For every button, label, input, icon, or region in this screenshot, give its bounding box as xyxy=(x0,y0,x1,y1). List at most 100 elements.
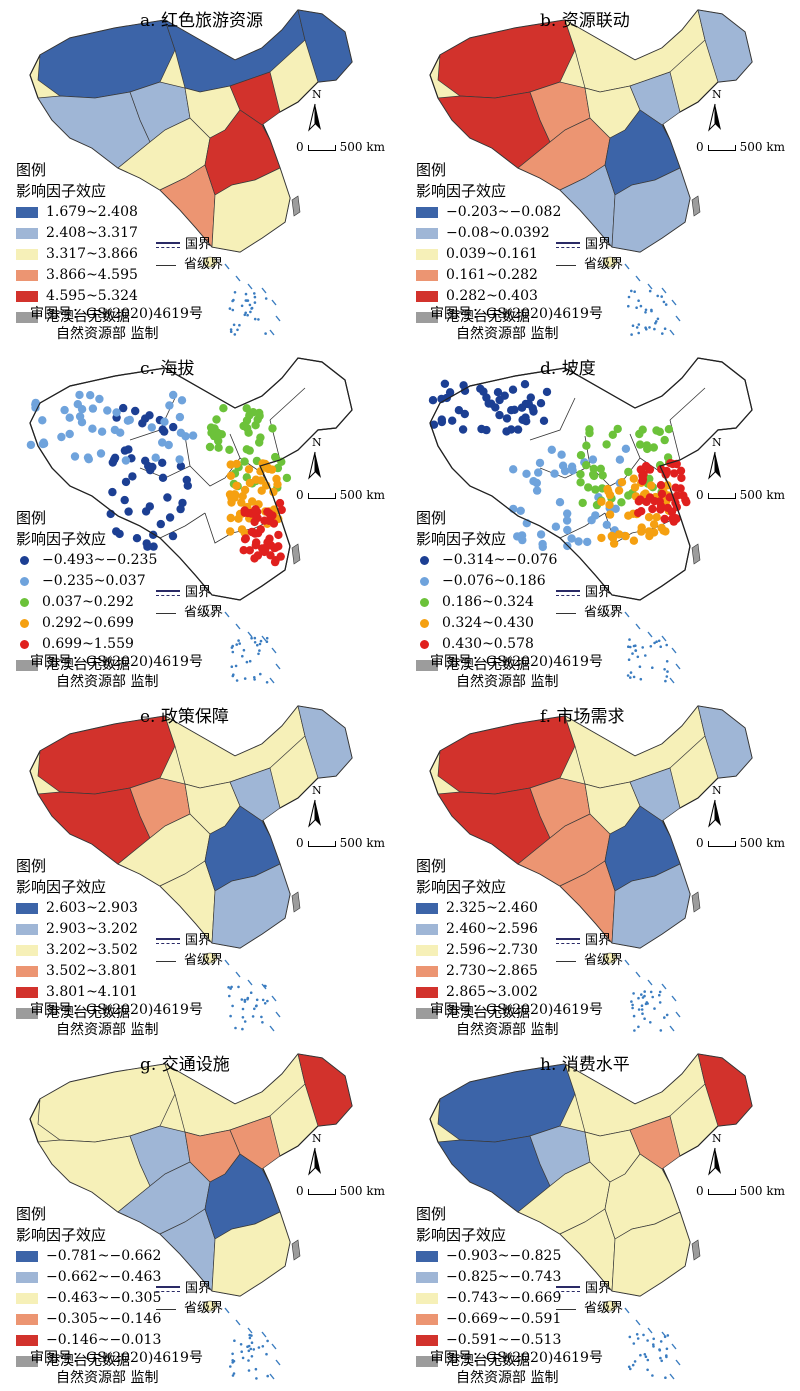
sample-point xyxy=(175,455,184,464)
hainan-island xyxy=(202,952,218,964)
map-legend: 图例 影响因子效应 2.325~2.460 2.460~2.596 2.596~2.73… xyxy=(416,856,538,1024)
sample-point xyxy=(518,535,527,545)
sample-point xyxy=(508,385,518,394)
approval-number: 审图号：GS(2020)4619号 xyxy=(30,1350,203,1366)
scale-bar-line xyxy=(307,1189,336,1195)
china-map xyxy=(429,705,753,1032)
approval-number: 审图号：GS(2020)4619号 xyxy=(30,1002,203,1018)
scale-bar: 0 500 km xyxy=(696,488,785,502)
legend-nodata: 港澳台无数据 xyxy=(416,307,561,328)
supervisor: 自然资源部 监制 xyxy=(456,326,559,342)
legend-item-label: −0.825~−0.743 xyxy=(446,1269,562,1285)
hainan-island xyxy=(602,952,618,964)
sample-point xyxy=(277,505,286,515)
sample-point xyxy=(563,509,572,518)
china-map xyxy=(26,357,353,684)
scale-bar-line xyxy=(307,493,336,499)
sample-point xyxy=(132,534,142,543)
sample-point xyxy=(630,483,640,492)
sample-point xyxy=(656,481,666,490)
sample-point xyxy=(500,391,509,400)
sample-point xyxy=(169,422,178,432)
sample-point xyxy=(219,404,228,413)
sample-point xyxy=(124,507,133,516)
south-china-sea-inset xyxy=(224,611,281,684)
provincial-border-swatch xyxy=(156,960,176,962)
scale-zero: 0 xyxy=(296,488,304,502)
north-arrow-icon xyxy=(708,799,721,828)
panel-title: e. 政策保障 xyxy=(140,707,229,727)
sample-point xyxy=(682,497,691,507)
legend-item: 0.282~0.403 xyxy=(416,286,561,307)
legend-swatch xyxy=(416,228,438,239)
supervisor-line: 自然资源部 监制 xyxy=(30,672,203,692)
map-panel: b. 资源联动 N 0 500 km 图例 影响因子效应 −0.203~−0.082 −0.0… xyxy=(400,0,800,347)
sample-point xyxy=(665,493,674,502)
sample-point xyxy=(158,473,168,482)
sample-point xyxy=(131,406,140,416)
map-panel: g. 交通设施 N 0 500 km 图例 影响因子效应 −0.781~−0.662 −0.6… xyxy=(0,1044,400,1391)
legend-swatch xyxy=(420,640,429,649)
boundary-national: 国界 xyxy=(556,583,623,603)
boundary-legend: 国界 省级界 xyxy=(556,583,623,623)
legend-swatch xyxy=(416,1314,438,1325)
sample-point xyxy=(509,465,518,474)
legend-nodata: 港澳台无数据 xyxy=(416,1003,538,1024)
sample-point xyxy=(108,487,117,497)
legend-item: −0.314~−0.076 xyxy=(416,550,557,571)
sample-point xyxy=(649,443,658,452)
sample-point xyxy=(86,391,95,400)
sample-point xyxy=(239,546,248,555)
sample-point xyxy=(253,528,263,538)
sample-point xyxy=(95,394,104,404)
provincial-border-label: 省级界 xyxy=(184,257,224,272)
boundary-provincial: 省级界 xyxy=(556,603,623,623)
legend-item-label: 3.502~3.801 xyxy=(46,963,138,979)
nodata-label: 港澳台无数据 xyxy=(446,309,530,325)
province-region xyxy=(211,167,291,253)
sample-point xyxy=(245,411,254,420)
legend-item-label: −0.743~−0.669 xyxy=(446,1290,562,1306)
province-region xyxy=(697,1053,753,1127)
sample-point xyxy=(257,486,266,495)
legend-item-label: −0.076~0.186 xyxy=(442,573,546,589)
legend-swatch xyxy=(20,598,29,607)
province-boundary xyxy=(529,397,576,441)
legend-item-label: 0.699~1.559 xyxy=(42,636,134,652)
legend-item: 3.317~3.866 xyxy=(16,244,138,265)
sample-point xyxy=(611,504,620,513)
legend-subtitle: 影响因子效应 xyxy=(16,182,107,200)
legend-item: −0.903~−0.825 xyxy=(416,1246,561,1267)
panel-title: a. 红色旅游资源 xyxy=(140,11,263,31)
north-label: N xyxy=(312,784,322,797)
legend-item: −0.203~−0.082 xyxy=(416,202,561,223)
map-legend: 图例 影响因子效应 −0.493~−0.235 −0.235~0.037 0.037~0… xyxy=(16,508,157,676)
sample-point xyxy=(177,396,187,405)
nodata-swatch xyxy=(416,1356,438,1367)
legend-item-label: 0.292~0.699 xyxy=(42,615,134,631)
supervisor-line: 自然资源部 监制 xyxy=(430,1368,603,1388)
legend-item: 3.202~3.502 xyxy=(16,940,138,961)
boundary-provincial: 省级界 xyxy=(556,951,623,971)
boundary-legend: 国界 省级界 xyxy=(556,1279,623,1319)
approval-note: 审图号：GS(2020)4619号 自然资源部 监制 xyxy=(430,652,603,692)
sample-point xyxy=(247,527,257,537)
scale-bar: 0 500 km xyxy=(296,488,385,502)
map-legend: 图例 影响因子效应 −0.903~−0.825 −0.825~−0.743 −0.743… xyxy=(416,1204,561,1372)
legend-item: 4.595~5.324 xyxy=(16,286,138,307)
scale-bar-line xyxy=(307,841,336,847)
south-china-sea-inset xyxy=(624,959,681,1032)
hainan-island xyxy=(602,1300,618,1312)
sample-point xyxy=(507,425,516,434)
legend-item: −0.781~−0.662 xyxy=(16,1246,161,1267)
legend-item: 0.324~0.430 xyxy=(416,613,557,634)
sample-point xyxy=(245,546,254,555)
sample-point xyxy=(539,416,549,425)
sample-point xyxy=(660,435,669,445)
sample-point xyxy=(517,403,527,412)
legend-swatch xyxy=(20,556,29,565)
sample-point xyxy=(112,408,121,417)
sample-point xyxy=(108,458,118,467)
nodata-label: 港澳台无数据 xyxy=(446,1005,530,1021)
sample-point xyxy=(605,510,615,519)
